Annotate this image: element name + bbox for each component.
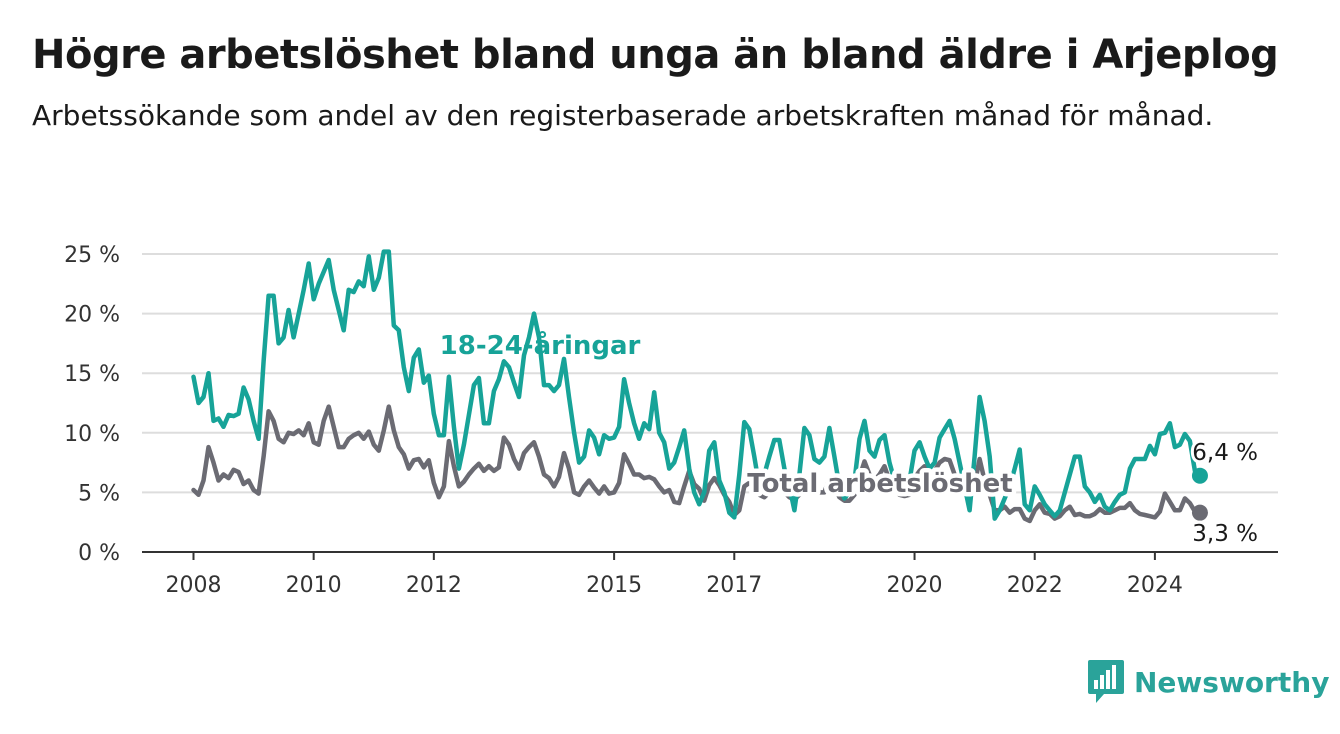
y-tick-label: 0 % [78,541,120,566]
end-point-youth [1191,467,1208,484]
x-tick-label: 2012 [406,573,462,598]
series-total-group [191,404,1208,524]
series-line-youth [191,249,1203,521]
series-line-total [191,404,1203,524]
x-tick-label: 2017 [706,573,762,598]
y-tick-label: 15 % [64,362,120,387]
x-axis: 2008 2010 2012 2015 2017 2020 2022 2024 [142,551,1278,598]
chart-title: Högre arbetslöshet bland unga än bland ä… [32,32,1279,78]
x-tick-label: 2024 [1127,573,1183,598]
series-label-youth: 18-24-åringar [440,329,641,361]
series-youth-group [191,249,1208,521]
y-tick-label: 20 % [64,303,120,328]
y-axis-tick-labels: 0 % 5 % 10 % 15 % 20 % 25 % [64,243,120,566]
newsworthy-logo: Newsworthy [1088,660,1329,704]
y-tick-label: 25 % [64,243,120,268]
newsworthy-brand-name: Newsworthy [1134,665,1330,699]
x-tick-label: 2022 [1007,573,1063,598]
end-point-total [1191,504,1208,521]
x-tick-label: 2015 [586,573,642,598]
x-tick-label: 2008 [166,573,222,598]
x-tick-label: 2020 [887,573,943,598]
gridlines [142,253,1278,494]
y-tick-label: 10 % [64,422,120,447]
line-chart: 0 %5 %10 %15 %20 %25 % 2008 2010 2012 2015 2… [64,243,1278,598]
series-labels: 18-24-åringar Total arbetslöshet 6,4 % 3,3 … [440,329,1261,550]
chart-subtitle: Arbetssökande som andel av den registerb… [32,99,1214,132]
end-label-youth: 6,4 % [1192,440,1258,466]
end-label-total: 3,3 % [1192,521,1258,547]
y-tick-label: 5 % [78,481,120,506]
series-label-total: Total arbetslöshet [747,469,1012,499]
x-tick-label: 2010 [286,573,342,598]
newsworthy-logo-icon [1088,660,1124,703]
